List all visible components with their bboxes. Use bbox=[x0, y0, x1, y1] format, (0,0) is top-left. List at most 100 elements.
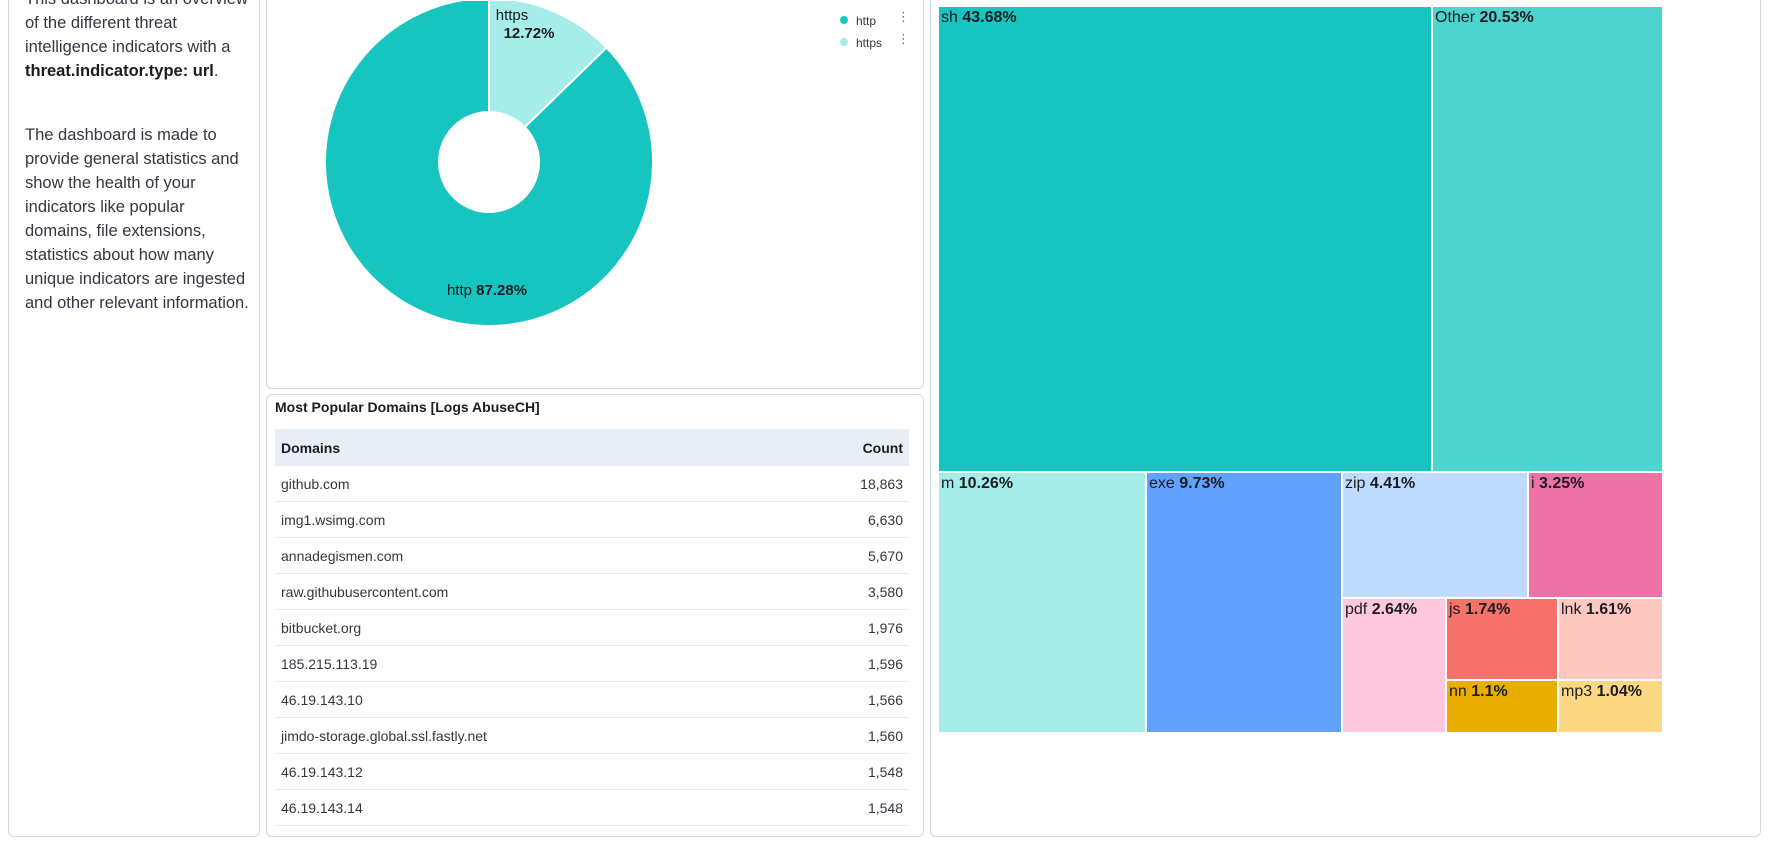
count-cell: 5,670 bbox=[781, 537, 909, 574]
table-header-row: Domains Count bbox=[275, 429, 909, 466]
panel-title: Most Popular Domains [Logs AbuseCH] bbox=[275, 399, 540, 415]
table-row: 46.19.143.12 1,548 bbox=[275, 753, 909, 790]
count-cell: 1,548 bbox=[781, 753, 909, 790]
tile-name: m bbox=[941, 475, 955, 492]
legend-item-http[interactable]: http bbox=[840, 14, 876, 28]
table-row: img1.wsimg.com 6,630 bbox=[275, 501, 909, 538]
domain-cell[interactable]: annadegismen.com bbox=[275, 537, 782, 574]
tile-name: lnk bbox=[1561, 601, 1582, 618]
table-row: github.com 18,863 bbox=[275, 466, 909, 502]
column-header-domains[interactable]: Domains bbox=[275, 429, 782, 466]
treemap-tile-label: m 10.26% bbox=[941, 475, 1013, 493]
treemap-tile-other[interactable]: Other 20.53% bbox=[1433, 7, 1664, 473]
domain-cell[interactable]: 46.19.143.10 bbox=[275, 681, 782, 718]
tile-percent: 10.26% bbox=[958, 475, 1014, 492]
treemap-tile-mp3[interactable]: mp3 1.04% bbox=[1559, 681, 1664, 734]
legend-dot-http bbox=[840, 16, 848, 24]
tile-percent: 3.25% bbox=[1539, 475, 1585, 492]
legend-http-menu-icon[interactable]: ⋮ bbox=[897, 9, 910, 24]
treemap-tile-label: js 1.74% bbox=[1449, 601, 1510, 619]
file-extension-treemap-panel: sh 43.68% Other 20.53% m 10.26% exe 9.73% zi… bbox=[930, 0, 1761, 837]
treemap-tile-i[interactable]: i 3.25% bbox=[1529, 473, 1664, 599]
tile-percent: 1.04% bbox=[1596, 683, 1642, 700]
legend-item-https[interactable]: https bbox=[840, 36, 882, 50]
tile-name: Other bbox=[1435, 9, 1476, 26]
treemap-tile-nn[interactable]: nn 1.1% bbox=[1447, 681, 1559, 734]
tile-percent: 9.73% bbox=[1179, 475, 1225, 492]
tile-percent: 1.61% bbox=[1585, 601, 1632, 618]
treemap-tile-label: lnk 1.61% bbox=[1561, 601, 1631, 619]
domain-cell[interactable]: raw.githubusercontent.com bbox=[275, 573, 782, 610]
domain-cell[interactable]: 46.19.143.14 bbox=[275, 789, 782, 826]
table-row: annadegismen.com 5,670 bbox=[275, 537, 909, 574]
tile-name: nn bbox=[1449, 683, 1467, 700]
donut-label-http: http 87.28% bbox=[447, 282, 527, 299]
tile-name: exe bbox=[1149, 475, 1175, 492]
treemap-tile-exe[interactable]: exe 9.73% bbox=[1147, 473, 1343, 734]
domain-cell[interactable]: 46.19.143.12 bbox=[275, 753, 782, 790]
intro-bold-field: threat.indicator.type: url bbox=[25, 62, 214, 80]
table-row: 46.19.143.14 1,548 bbox=[275, 789, 909, 826]
count-cell: 3,580 bbox=[781, 573, 909, 610]
treemap-tile-label: nn 1.1% bbox=[1449, 683, 1508, 701]
markdown-panel: This dashboard is an overview of the dif… bbox=[8, 0, 260, 837]
popular-domains-panel: Most Popular Domains [Logs AbuseCH] Doma… bbox=[266, 394, 924, 837]
table-row: bitbucket.org 1,976 bbox=[275, 609, 909, 646]
legend-label-https: https bbox=[856, 36, 883, 50]
markdown-paragraph-description: The dashboard is made to provide general… bbox=[25, 126, 249, 312]
treemap-tile-label: mp3 1.04% bbox=[1561, 683, 1642, 701]
legend-dot-https bbox=[840, 38, 848, 46]
table-row: raw.githubusercontent.com 3,580 bbox=[275, 573, 909, 610]
domain-cell[interactable]: 185.215.113.19 bbox=[275, 645, 782, 682]
tile-percent: 1.74% bbox=[1465, 601, 1511, 618]
legend-https-menu-icon[interactable]: ⋮ bbox=[897, 31, 910, 46]
count-cell: 1,976 bbox=[781, 609, 909, 646]
tile-name: zip bbox=[1345, 475, 1366, 492]
treemap-tile-label: i 3.25% bbox=[1531, 475, 1584, 493]
column-header-count[interactable]: Count bbox=[781, 429, 909, 466]
legend-label-http: http bbox=[856, 14, 877, 28]
tile-name: js bbox=[1449, 601, 1461, 618]
treemap-tile-label: Other 20.53% bbox=[1435, 9, 1534, 27]
count-cell: 1,560 bbox=[781, 717, 909, 754]
count-cell: 6,630 bbox=[781, 501, 909, 538]
count-cell: 18,863 bbox=[781, 466, 909, 502]
tile-percent: 4.41% bbox=[1369, 475, 1416, 492]
treemap-tile-lnk[interactable]: lnk 1.61% bbox=[1559, 599, 1664, 681]
tile-name: pdf bbox=[1345, 601, 1368, 618]
markdown-paragraph-intro: This dashboard is an overview of the dif… bbox=[25, 0, 255, 83]
treemap-tile-m[interactable]: m 10.26% bbox=[939, 473, 1147, 734]
domains-table: Domains Count github.com 18,863 img1.wsimg… bbox=[275, 429, 909, 826]
treemap-tile-zip[interactable]: zip 4.41% bbox=[1343, 473, 1529, 599]
intro-text-end: . bbox=[213, 62, 219, 80]
treemap-tile-label: zip 4.41% bbox=[1345, 475, 1415, 493]
treemap-tile-label: sh 43.68% bbox=[941, 9, 1017, 27]
domain-cell[interactable]: bitbucket.org bbox=[275, 609, 782, 646]
tile-percent: 43.68% bbox=[962, 9, 1017, 26]
donut-slice-http[interactable] bbox=[324, 1, 654, 327]
tile-percent: 20.53% bbox=[1479, 9, 1534, 26]
donut-slice-https[interactable] bbox=[488, 1, 608, 129]
table-row: 185.215.113.19 1,596 bbox=[275, 645, 909, 682]
domain-cell[interactable]: jimdo-storage.global.ssl.fastly.net bbox=[275, 717, 782, 754]
donut-label-https: https 12.72% bbox=[496, 7, 555, 42]
count-cell: 1,596 bbox=[781, 645, 909, 682]
tile-percent: 1.1% bbox=[1471, 683, 1508, 700]
table-row: jimdo-storage.global.ssl.fastly.net 1,560 bbox=[275, 717, 909, 754]
donut-chart: http 87.28% https 12.72% bbox=[324, 1, 654, 327]
tile-name: mp3 bbox=[1561, 683, 1593, 700]
domain-cell[interactable]: github.com bbox=[275, 466, 782, 502]
treemap-tile-label: exe 9.73% bbox=[1149, 475, 1225, 493]
treemap-tile-label: pdf 2.64% bbox=[1345, 601, 1417, 619]
treemap-tile-sh[interactable]: sh 43.68% bbox=[939, 7, 1433, 473]
tile-name: i bbox=[1531, 475, 1535, 492]
domain-cell[interactable]: img1.wsimg.com bbox=[275, 501, 782, 538]
tile-name: sh bbox=[941, 9, 958, 26]
treemap-tile-js[interactable]: js 1.74% bbox=[1447, 599, 1559, 681]
url-scheme-donut-panel: http 87.28% https 12.72% http ⋮ https ⋮ bbox=[266, 0, 924, 389]
treemap-tile-pdf[interactable]: pdf 2.64% bbox=[1343, 599, 1447, 734]
table-row: 46.19.143.10 1,566 bbox=[275, 681, 909, 718]
intro-text: This dashboard is an overview of the dif… bbox=[25, 0, 248, 56]
count-cell: 1,548 bbox=[781, 789, 909, 826]
tile-percent: 2.64% bbox=[1371, 601, 1418, 618]
